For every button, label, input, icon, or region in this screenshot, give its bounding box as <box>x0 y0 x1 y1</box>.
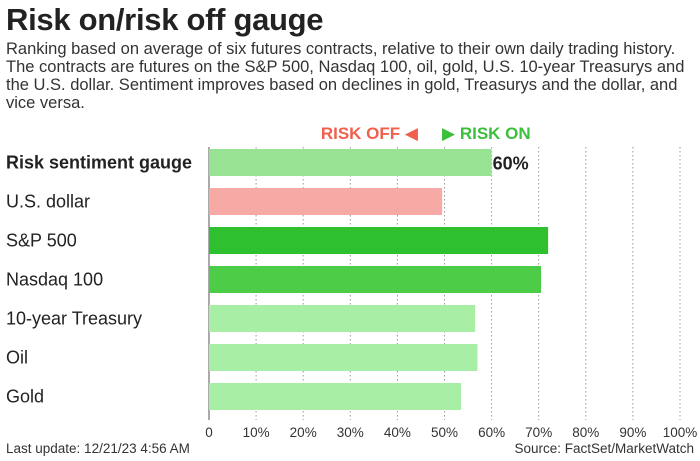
bar <box>209 227 549 254</box>
data-label: 60% <box>493 154 529 174</box>
right-triangle-icon: ▶ <box>442 124 456 143</box>
category-label: Risk sentiment gauge <box>6 153 192 173</box>
bar <box>209 188 443 215</box>
last-update: Last update: 12/21/23 4:56 AM <box>6 441 190 456</box>
risk-on-text: RISK ON <box>459 124 531 143</box>
x-tick-label: 90% <box>619 425 646 440</box>
category-label: U.S. dollar <box>6 192 90 212</box>
bar <box>209 266 542 293</box>
bar <box>209 149 492 176</box>
bar <box>209 344 478 371</box>
x-tick-label: 60% <box>478 425 505 440</box>
x-tick-label: 0 <box>205 425 213 440</box>
category-label: S&P 500 <box>6 231 77 251</box>
chart-subtitle: Ranking based on average of six futures … <box>6 40 685 112</box>
x-tick-label: 100% <box>663 425 698 440</box>
category-label: Gold <box>6 387 44 407</box>
source-note: Source: FactSet/MarketWatch <box>514 441 694 456</box>
x-tick-label: 80% <box>572 425 599 440</box>
risk-on-label: ▶ RISK ON <box>442 124 531 144</box>
x-tick-label: 40% <box>384 425 411 440</box>
category-label: Nasdaq 100 <box>6 270 103 290</box>
x-tick-label: 30% <box>337 425 364 440</box>
category-label: 10-year Treasury <box>6 309 142 329</box>
category-label: Oil <box>6 348 28 368</box>
chart-title: Risk on/risk off gauge <box>6 2 324 37</box>
left-triangle-icon: ◀ <box>404 124 418 143</box>
x-tick-label: 70% <box>525 425 552 440</box>
x-tick-label: 50% <box>431 425 458 440</box>
risk-off-label: RISK OFF ◀ <box>321 124 418 144</box>
x-tick-label: 10% <box>243 425 270 440</box>
bar <box>209 383 461 410</box>
risk-legend: RISK OFF ◀ ▶ RISK ON <box>0 124 700 148</box>
x-tick-label: 20% <box>290 425 317 440</box>
risk-off-text: RISK OFF <box>320 124 401 143</box>
bar <box>209 305 476 332</box>
